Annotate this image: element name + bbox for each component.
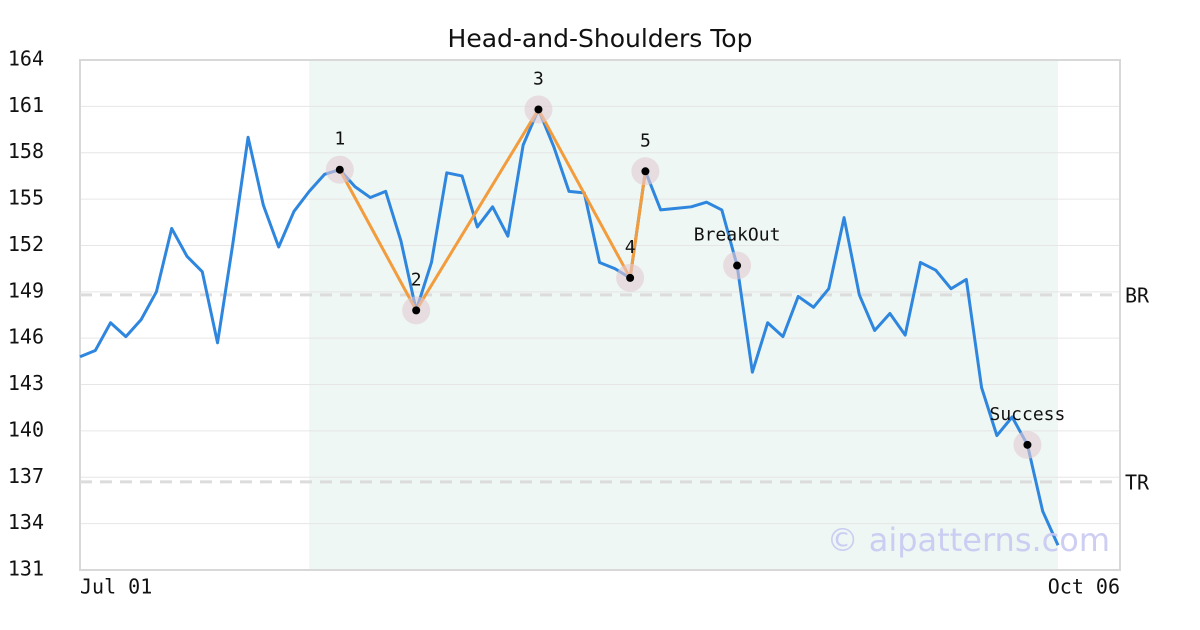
pattern-point bbox=[641, 167, 650, 176]
x-tick-label: Oct 06 bbox=[1048, 575, 1120, 599]
pattern-point bbox=[412, 306, 421, 315]
y-tick-label: 134 bbox=[8, 510, 44, 534]
signal-point-label: BreakOut bbox=[694, 225, 781, 246]
level-label: TR bbox=[1125, 470, 1150, 494]
y-tick-label: 161 bbox=[8, 93, 44, 117]
y-tick-label: 143 bbox=[8, 371, 44, 395]
x-tick-label: Jul 01 bbox=[80, 575, 152, 599]
pattern-point bbox=[626, 273, 635, 282]
chart-title: Head-and-Shoulders Top bbox=[448, 24, 753, 53]
y-tick-label: 155 bbox=[8, 186, 44, 210]
pattern-region bbox=[309, 60, 1058, 570]
pattern-point-label: 3 bbox=[533, 68, 544, 89]
y-tick-label: 152 bbox=[8, 232, 44, 256]
pattern-point bbox=[534, 105, 543, 114]
y-tick-label: 164 bbox=[8, 47, 44, 71]
pattern-point bbox=[335, 165, 344, 174]
pattern-point-label: 1 bbox=[334, 129, 345, 150]
signal-point bbox=[1023, 440, 1032, 449]
pattern-point-label: 5 bbox=[640, 130, 651, 151]
signal-point bbox=[733, 261, 742, 270]
pattern-point-label: 2 bbox=[411, 269, 422, 290]
watermark: © aipatterns.com bbox=[827, 521, 1110, 559]
price-line bbox=[79, 107, 1060, 546]
y-tick-label: 149 bbox=[8, 278, 44, 302]
y-tick-label: 137 bbox=[8, 464, 44, 488]
y-tick-label: 131 bbox=[8, 557, 44, 581]
pattern-point-label: 4 bbox=[625, 237, 636, 258]
y-tick-label: 140 bbox=[8, 417, 44, 441]
y-tick-label: 158 bbox=[8, 139, 44, 163]
y-tick-label: 146 bbox=[8, 325, 44, 349]
plot-frame bbox=[79, 59, 1121, 571]
level-label: BR bbox=[1125, 283, 1150, 307]
signal-point-label: Success bbox=[990, 404, 1066, 425]
